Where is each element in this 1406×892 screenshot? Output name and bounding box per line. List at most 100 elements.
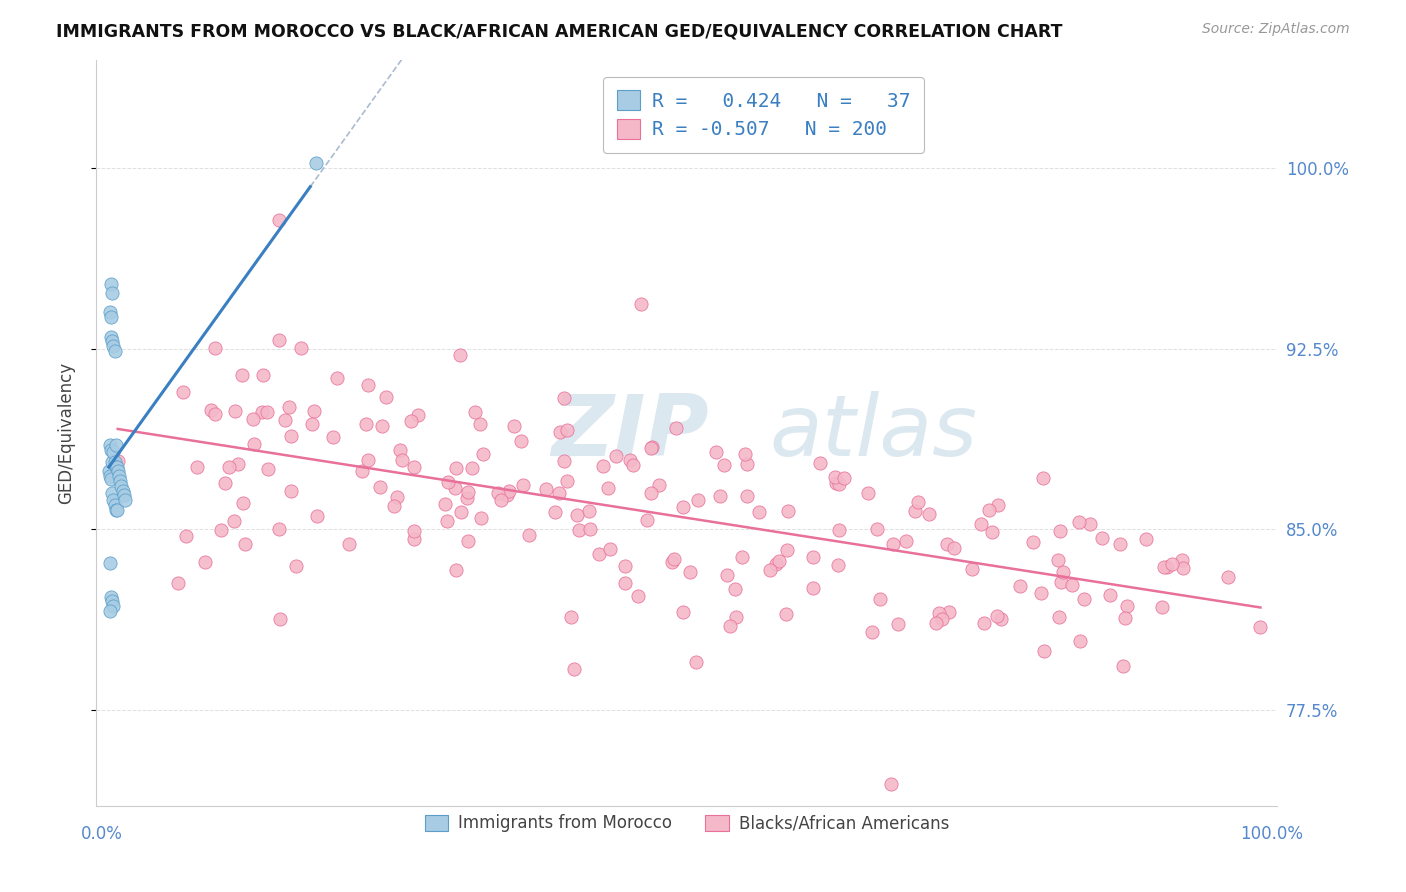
Point (103, 445, 125, 459)
Point (534, 482, 557, 496)
Point (641, 440, 664, 454)
Y-axis label: GED/Equivalency: GED/Equivalency (58, 362, 75, 504)
Point (776, 503, 799, 517)
Point (928, 606, 950, 620)
Point (578, 504, 600, 518)
Point (1216, 570, 1239, 584)
Point (918, 507, 941, 521)
Point (226, 457, 249, 471)
Point (986, 609, 1008, 624)
Point (1031, 586, 1053, 600)
Point (614, 558, 637, 573)
Point (938, 605, 960, 619)
Point (716, 568, 738, 582)
Point (1170, 553, 1192, 567)
Point (107, 464, 129, 478)
Legend: Immigrants from Morocco, Blacks/African Americans: Immigrants from Morocco, Blacks/African … (418, 807, 956, 838)
Point (567, 508, 589, 522)
Point (626, 589, 648, 603)
Point (735, 457, 758, 471)
Point (685, 655, 707, 669)
Point (866, 522, 889, 536)
Point (1109, 537, 1132, 551)
Point (250, 405, 273, 419)
Point (98, 604, 121, 618)
Point (758, 563, 780, 577)
Point (1090, 531, 1112, 545)
Point (776, 542, 799, 557)
Point (460, 460, 482, 475)
Point (450, 505, 472, 519)
Point (768, 554, 790, 568)
Point (592, 458, 614, 473)
Point (562, 662, 585, 676)
Point (406, 409, 429, 423)
Point (990, 612, 1012, 626)
Point (1032, 471, 1054, 485)
Point (1052, 566, 1074, 580)
Point (856, 486, 879, 500)
Point (488, 485, 510, 500)
Point (100, 310, 122, 325)
Point (869, 591, 891, 606)
Point (269, 333, 291, 347)
Point (688, 493, 710, 508)
Point (357, 452, 380, 467)
Point (665, 420, 688, 434)
Point (498, 483, 520, 498)
Point (284, 558, 307, 573)
Point (704, 445, 727, 459)
Point (1099, 588, 1122, 602)
Point (664, 552, 686, 566)
Point (172, 384, 194, 399)
Text: IMMIGRANTS FROM MOROCCO VS BLACK/AFRICAN AMERICAN GED/EQUIVALENCY CORRELATION CH: IMMIGRANTS FROM MOROCCO VS BLACK/AFRICAN… (56, 22, 1063, 40)
Point (555, 475, 578, 489)
Point (553, 391, 575, 405)
Point (382, 499, 405, 513)
Point (305, 156, 328, 170)
Point (491, 492, 513, 507)
Point (100, 590, 122, 604)
Point (375, 390, 398, 404)
Point (512, 478, 534, 492)
Point (174, 529, 197, 543)
Point (101, 334, 124, 349)
Point (368, 480, 391, 494)
Point (104, 459, 127, 474)
Point (599, 541, 621, 556)
Point (1249, 620, 1271, 634)
Point (470, 511, 492, 525)
Point (214, 476, 236, 491)
Point (904, 504, 927, 518)
Text: 100.0%: 100.0% (1240, 825, 1303, 843)
Point (278, 400, 301, 414)
Point (104, 503, 127, 517)
Point (218, 459, 240, 474)
Point (605, 450, 627, 464)
Point (269, 611, 291, 625)
Point (801, 581, 824, 595)
Point (517, 528, 540, 542)
Point (987, 498, 1010, 512)
Point (98, 469, 121, 483)
Point (1049, 524, 1071, 538)
Point (734, 447, 756, 461)
Point (339, 537, 361, 551)
Point (399, 414, 422, 428)
Point (457, 485, 479, 500)
Point (371, 419, 394, 434)
Point (718, 619, 741, 633)
Point (194, 555, 217, 569)
Point (472, 447, 495, 461)
Point (108, 469, 131, 483)
Point (280, 428, 302, 442)
Point (661, 555, 683, 569)
Point (970, 516, 993, 531)
Point (98, 305, 121, 319)
Point (301, 417, 323, 431)
Point (388, 442, 411, 457)
Point (98, 556, 121, 570)
Point (544, 505, 567, 519)
Point (1069, 516, 1091, 530)
Point (97, 464, 120, 478)
